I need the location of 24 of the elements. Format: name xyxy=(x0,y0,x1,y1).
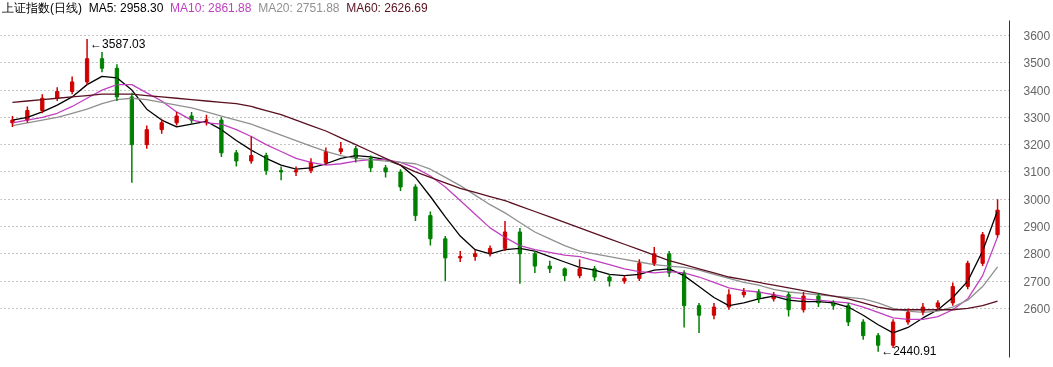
candlestick xyxy=(577,258,582,280)
candlestick xyxy=(413,183,418,222)
y-tick-label: 2900 xyxy=(1023,220,1051,235)
annotation: ←2440.91 xyxy=(881,343,937,358)
y-tick-label: 3200 xyxy=(1023,138,1051,153)
y-tick-label: 3400 xyxy=(1023,83,1051,98)
chart-title: 上证指数(日线) xyxy=(2,1,82,15)
y-tick-label: 3500 xyxy=(1023,56,1051,71)
candlestick xyxy=(443,235,448,282)
y-tick-label: 3000 xyxy=(1023,192,1051,207)
y-tick-label: 2800 xyxy=(1023,247,1051,262)
text: MA60: 2626.69 xyxy=(346,1,428,15)
text: MA20: 2751.88 xyxy=(258,1,340,15)
y-tick-label: 2600 xyxy=(1023,301,1051,316)
text: MA10: 2861.88 xyxy=(170,1,252,15)
text: MA5: 2958.30 xyxy=(88,1,164,15)
candlestick xyxy=(398,168,403,192)
y-tick-label: 3600 xyxy=(1023,29,1051,44)
y-tick-label: 3100 xyxy=(1023,165,1051,180)
candlestick xyxy=(249,135,254,165)
annotation: ←3587.03 xyxy=(90,37,146,52)
y-tick-label: 2700 xyxy=(1023,274,1051,289)
candlestick xyxy=(428,210,433,247)
y-tick-label: 3300 xyxy=(1023,110,1051,125)
